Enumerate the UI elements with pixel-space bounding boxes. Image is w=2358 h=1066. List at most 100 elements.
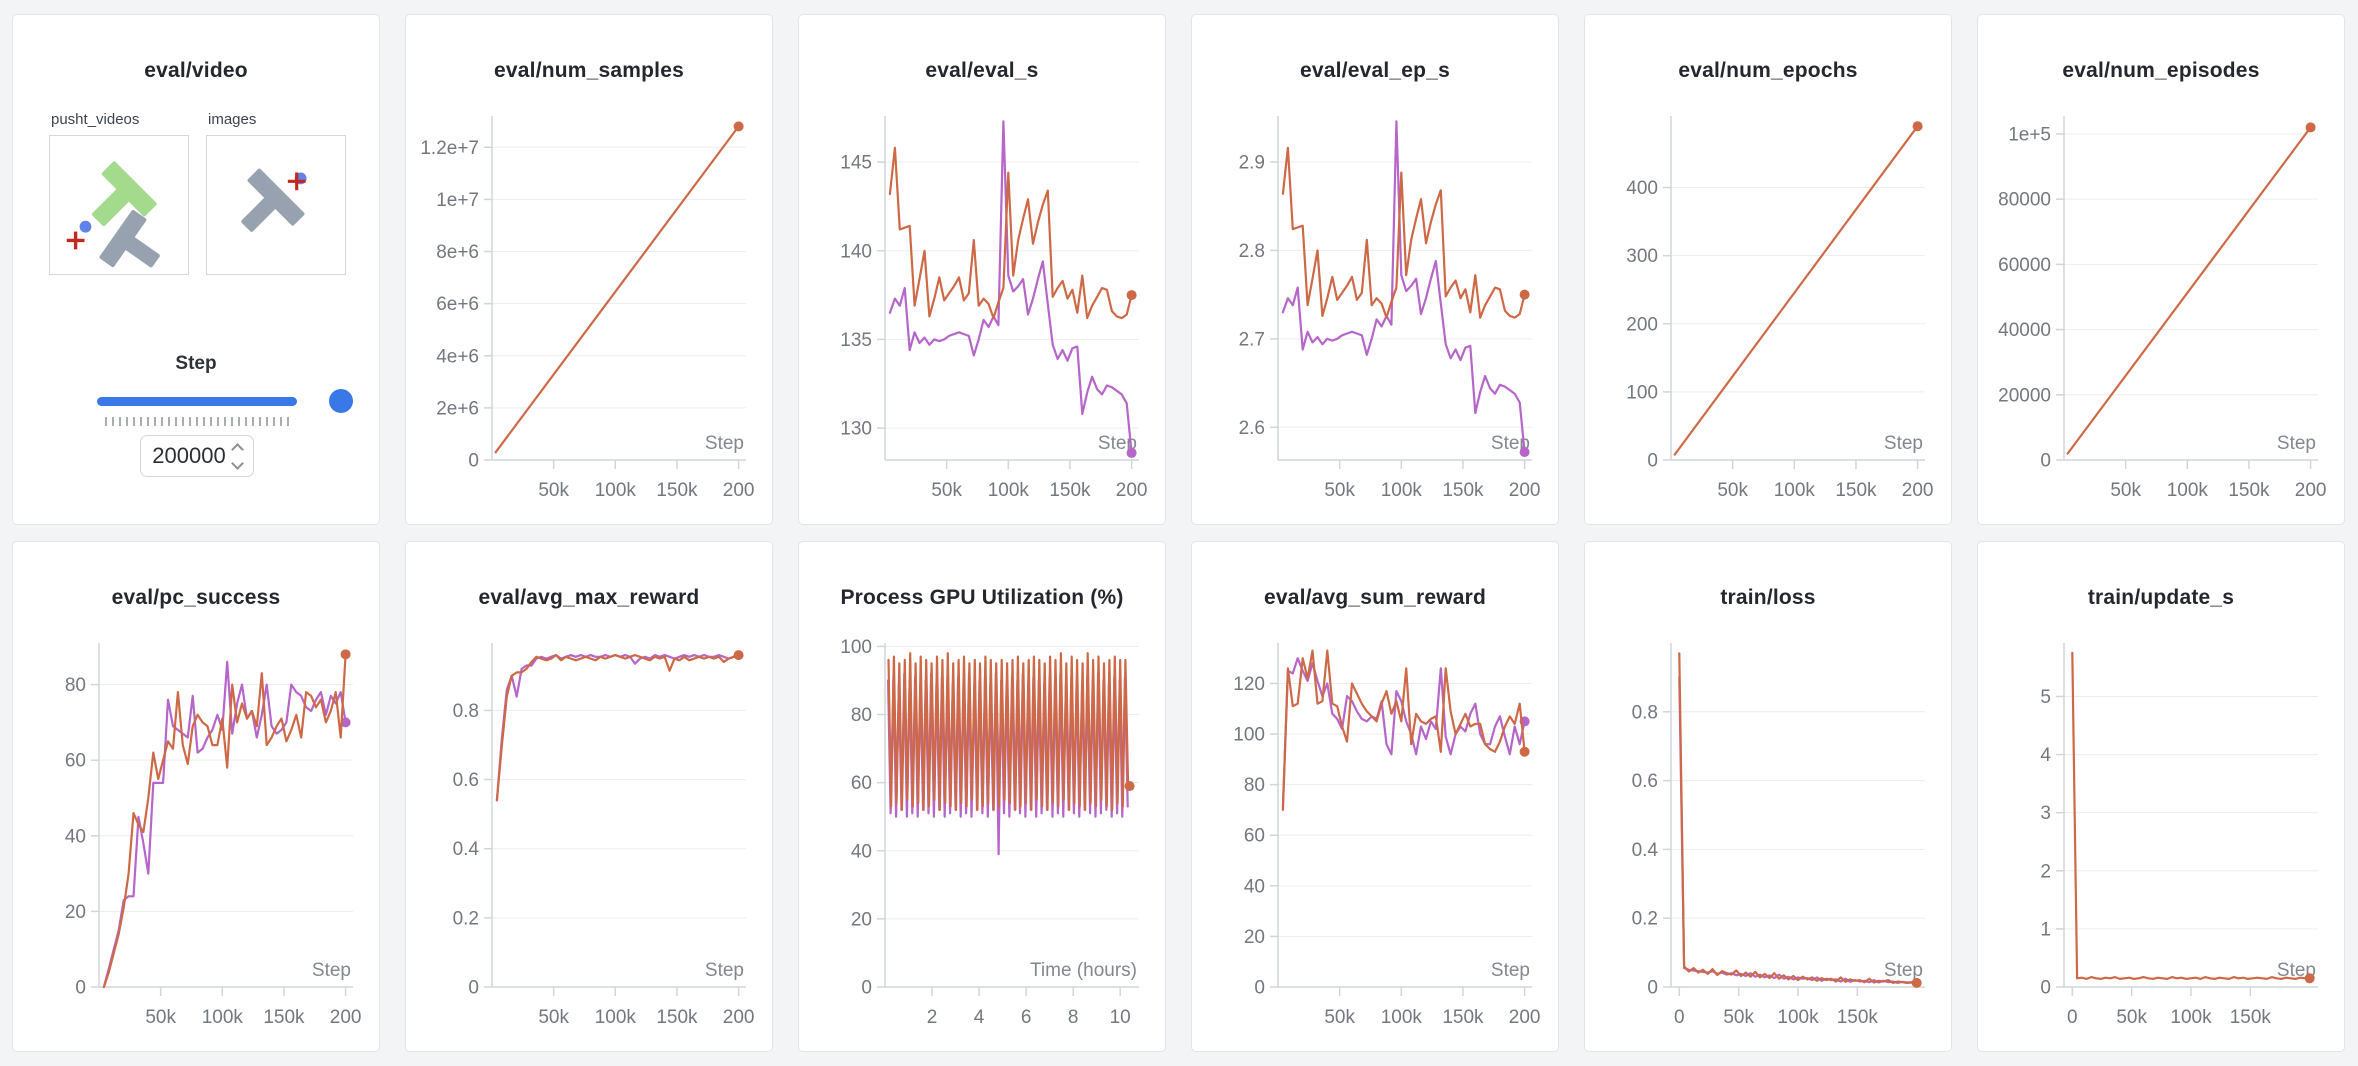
- svg-text:80: 80: [851, 705, 872, 726]
- svg-text:0.2: 0.2: [453, 908, 479, 929]
- svg-text:150k: 150k: [2228, 480, 2270, 501]
- svg-text:100k: 100k: [1381, 480, 1423, 501]
- chart-eval-avg-max-reward: 0 0.2 0.4 0.6 0.8 50k 100k 150k 200 Step: [453, 643, 755, 1028]
- svg-text:100k: 100k: [988, 480, 1030, 501]
- svg-text:120: 120: [1233, 674, 1265, 695]
- svg-text:50k: 50k: [1324, 480, 1355, 501]
- svg-text:4: 4: [974, 1007, 985, 1028]
- svg-text:40: 40: [65, 826, 86, 847]
- svg-text:50k: 50k: [145, 1007, 176, 1028]
- svg-text:0: 0: [1254, 978, 1265, 999]
- svg-text:10: 10: [1110, 1007, 1131, 1028]
- panel-eval-num-episodes: eval/num_episodes 0 20000 40000 60000 80000 1…: [1977, 14, 2345, 525]
- svg-text:150k: 150k: [1049, 480, 1091, 501]
- svg-text:0: 0: [468, 978, 479, 999]
- svg-text:0: 0: [468, 451, 479, 472]
- svg-text:200: 200: [1509, 480, 1541, 501]
- svg-text:2: 2: [927, 1007, 938, 1028]
- svg-text:1e+7: 1e+7: [436, 190, 479, 211]
- svg-text:40: 40: [1244, 876, 1265, 897]
- svg-text:Step: Step: [1491, 433, 1530, 454]
- svg-text:100k: 100k: [2170, 1007, 2212, 1028]
- svg-text:200: 200: [1509, 1007, 1541, 1028]
- gray-t-block: [99, 209, 160, 268]
- panel-eval-avg-sum-reward: eval/avg_sum_reward 0 20 40 60 80 100 120 50k 10…: [1191, 541, 1559, 1052]
- chart-title: eval/pc_success: [111, 586, 281, 609]
- svg-text:150k: 150k: [656, 1007, 698, 1028]
- step-input[interactable]: 200000: [140, 435, 254, 477]
- svg-text:0: 0: [861, 978, 872, 999]
- svg-text:20: 20: [65, 902, 86, 923]
- chart-title: train/update_s: [2087, 586, 2235, 609]
- spinner-down-icon[interactable]: [230, 456, 244, 470]
- svg-text:135: 135: [840, 330, 872, 351]
- svg-text:1: 1: [2040, 919, 2051, 940]
- images-label: images: [208, 111, 257, 128]
- svg-text:100k: 100k: [202, 1007, 244, 1028]
- svg-text:100k: 100k: [2167, 480, 2209, 501]
- svg-text:100: 100: [1233, 725, 1265, 746]
- svg-text:130: 130: [840, 419, 872, 440]
- svg-text:Step: Step: [1884, 960, 1923, 981]
- svg-text:50k: 50k: [1324, 1007, 1355, 1028]
- svg-text:400: 400: [1626, 178, 1658, 199]
- svg-text:200: 200: [723, 1007, 755, 1028]
- step-slider-thumb[interactable]: [329, 389, 353, 413]
- panel-title: eval/video: [144, 59, 248, 82]
- pusht-video-thumbnail[interactable]: [49, 135, 189, 275]
- agent-dot: [79, 220, 92, 233]
- panel-eval-num-samples: eval/num_samples 0 2e+6 4e+6 6e+6 8e+6 1e+7 1.…: [405, 14, 773, 525]
- chart-title: Process GPU Utilization (%): [840, 586, 1124, 609]
- svg-text:60000: 60000: [1998, 255, 2051, 276]
- svg-text:200: 200: [723, 480, 755, 501]
- svg-text:150k: 150k: [1442, 480, 1484, 501]
- chart-title: eval/eval_s: [925, 59, 1039, 82]
- svg-text:150k: 150k: [263, 1007, 305, 1028]
- svg-text:0.6: 0.6: [1632, 771, 1658, 792]
- svg-text:150k: 150k: [1837, 1007, 1879, 1028]
- svg-text:100k: 100k: [595, 1007, 637, 1028]
- pusht-scene: [66, 161, 160, 268]
- svg-text:Step: Step: [1884, 433, 1923, 454]
- svg-text:Step: Step: [312, 960, 351, 981]
- panel-train-loss: train/loss 0 0.2 0.4 0.6 0.8 0 50k 100k 150k Step: [1584, 541, 1952, 1052]
- svg-text:0.4: 0.4: [453, 839, 480, 860]
- svg-text:50k: 50k: [538, 1007, 569, 1028]
- svg-text:0.2: 0.2: [1632, 909, 1658, 930]
- panel-process-gpu-utilization: Process GPU Utilization (%) 0 20 40 60 80 100…: [798, 541, 1166, 1052]
- pusht-videos-figure: pusht_videos: [49, 111, 189, 275]
- step-input-value[interactable]: 200000: [152, 443, 226, 468]
- svg-text:80: 80: [1244, 775, 1265, 796]
- svg-text:2e+6: 2e+6: [436, 398, 479, 419]
- svg-text:60: 60: [851, 773, 872, 794]
- svg-text:300: 300: [1626, 246, 1658, 267]
- panel-eval-eval-ep-s: eval/eval_ep_s 2.6 2.7 2.8 2.9 50k 100k 150k 20…: [1191, 14, 1559, 525]
- green-t-block: [92, 161, 157, 227]
- svg-text:200: 200: [330, 1007, 362, 1028]
- svg-text:6e+6: 6e+6: [436, 294, 479, 315]
- svg-text:200: 200: [2295, 480, 2327, 501]
- svg-text:3: 3: [2040, 803, 2051, 824]
- spinner-up-icon[interactable]: [230, 442, 244, 456]
- svg-text:50k: 50k: [1717, 480, 1748, 501]
- svg-text:80: 80: [65, 675, 86, 696]
- svg-text:200: 200: [1116, 480, 1148, 501]
- step-slider[interactable]: [97, 389, 353, 413]
- svg-text:0.8: 0.8: [1632, 702, 1658, 723]
- chart-title: eval/avg_sum_reward: [1263, 586, 1487, 609]
- svg-text:Time (hours): Time (hours): [1030, 960, 1137, 981]
- step-input-spinners: [230, 442, 244, 470]
- step-slider-track[interactable]: [97, 397, 297, 406]
- svg-text:8e+6: 8e+6: [436, 242, 479, 263]
- svg-text:2.7: 2.7: [1239, 329, 1265, 350]
- svg-text:60: 60: [1244, 826, 1265, 847]
- images-figure: images: [206, 111, 346, 275]
- svg-text:80000: 80000: [1998, 190, 2051, 211]
- images-thumbnail[interactable]: [206, 135, 346, 275]
- panel-eval-num-epochs: eval/num_epochs 0 100 200 300 400 50k 100k 150k…: [1584, 14, 1952, 525]
- svg-text:2.8: 2.8: [1239, 241, 1265, 262]
- svg-text:0: 0: [1674, 1007, 1685, 1028]
- svg-text:0.4: 0.4: [1632, 840, 1659, 861]
- chart-train-loss: 0 0.2 0.4 0.6 0.8 0 50k 100k 150k Step: [1632, 643, 1925, 1028]
